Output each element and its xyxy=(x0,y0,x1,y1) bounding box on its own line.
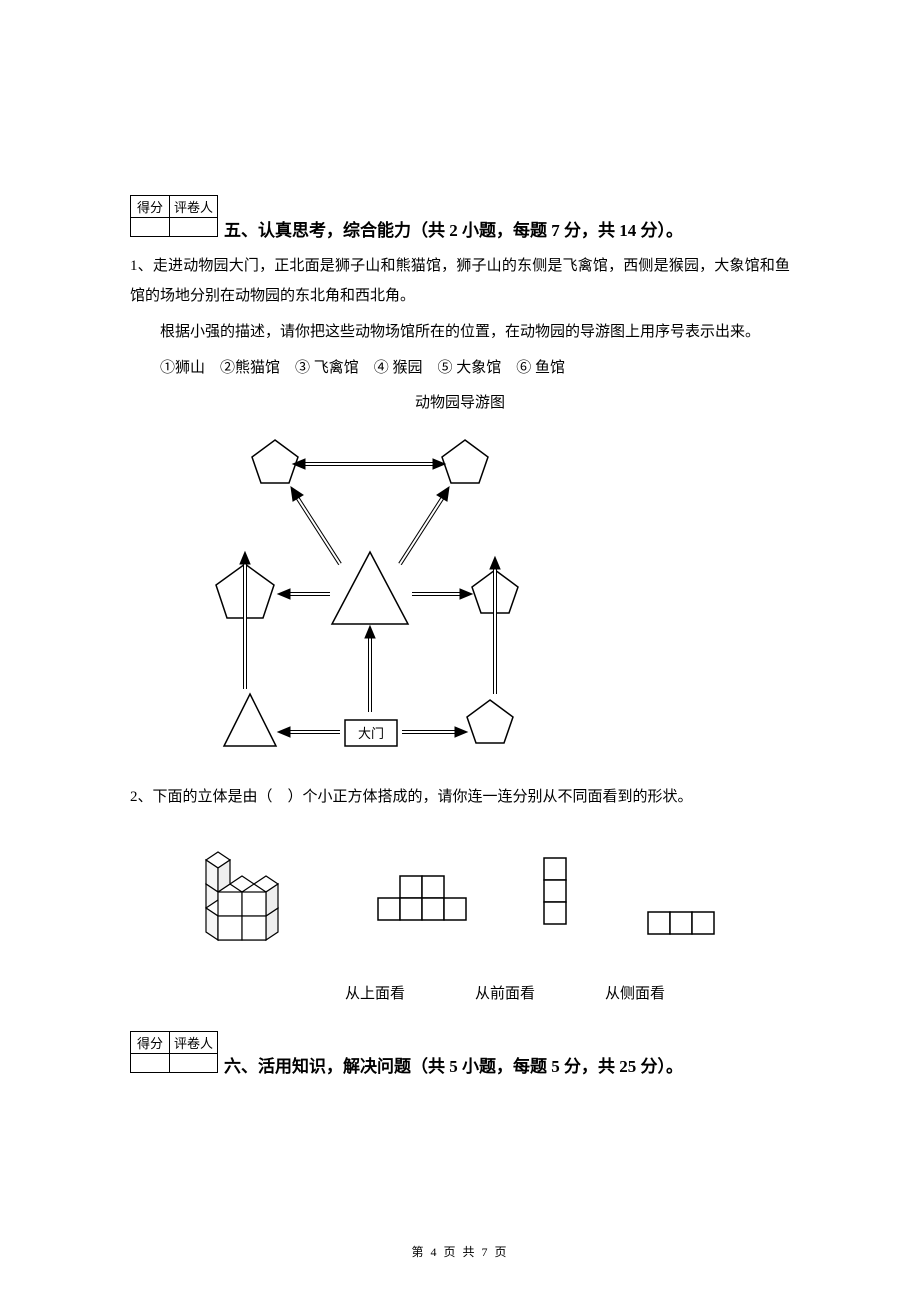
pentagon-se-icon xyxy=(467,700,513,743)
q2-text: 2、下面的立体是由（ ）个小正方体搭成的，请你连一连分别从不同面看到的形状。 xyxy=(130,782,790,812)
q1-options: ①狮山 ②熊猫馆 ③ 飞禽馆 ④ 猴园 ⑤ 大象馆 ⑥ 鱼馆 xyxy=(130,353,790,383)
score-col2: 评卷人 xyxy=(170,196,218,218)
view-labels-row: 从上面看 从前面看 从侧面看 xyxy=(310,982,700,1003)
section5-title: 五、认真思考，综合能力（共 2 小题，每题 7 分，共 14 分）。 xyxy=(224,216,683,241)
score-table: 得分 评卷人 xyxy=(130,195,218,237)
view-shape-2-icon xyxy=(530,852,580,942)
label-side-view: 从侧面看 xyxy=(605,982,665,1003)
cube-3d-icon xyxy=(190,842,310,942)
score-blank2b xyxy=(170,1054,218,1073)
q1-line2: 根据小强的描述，请你把这些动物场馆所在的位置，在动物园的导游图上用序号表示出来。 xyxy=(130,317,790,347)
score-blank1b xyxy=(131,1054,170,1073)
label-front-view: 从前面看 xyxy=(475,982,535,1003)
view-shape-3-icon xyxy=(640,902,730,942)
label-top-view: 从上面看 xyxy=(345,982,405,1003)
zoo-map-svg: 大门 xyxy=(190,424,550,764)
q2-figures-row xyxy=(160,832,760,942)
score-table-2: 得分 评卷人 xyxy=(130,1031,218,1073)
score-col1: 得分 xyxy=(131,196,170,218)
zoo-map-diagram: 大门 xyxy=(190,424,550,764)
pentagon-nw-icon xyxy=(252,440,298,483)
section6-header: 得分 评卷人 六、活用知识，解决问题（共 5 小题，每题 5 分，共 25 分）… xyxy=(130,1031,790,1077)
q1-line1: 1、走进动物园大门，正北面是狮子山和熊猫馆，狮子山的东侧是飞禽馆，西侧是猴园，大… xyxy=(130,251,790,311)
score-blank1 xyxy=(131,218,170,237)
view-shape-1-icon xyxy=(370,862,470,942)
score-col2b: 评卷人 xyxy=(170,1032,218,1054)
page-footer: 第 4 页 共 7 页 xyxy=(0,1243,920,1260)
gate-label: 大门 xyxy=(358,726,384,741)
triangle-sw-icon xyxy=(224,694,276,746)
page: 得分 评卷人 五、认真思考，综合能力（共 2 小题，每题 7 分，共 14 分）… xyxy=(0,0,920,1302)
center-triangle-icon xyxy=(332,552,408,624)
score-col1b: 得分 xyxy=(131,1032,170,1054)
score-blank2 xyxy=(170,218,218,237)
pentagon-ne-icon xyxy=(442,440,488,483)
section6-title: 六、活用知识，解决问题（共 5 小题，每题 5 分，共 25 分）。 xyxy=(224,1052,683,1077)
section5-header: 得分 评卷人 五、认真思考，综合能力（共 2 小题，每题 7 分，共 14 分）… xyxy=(130,195,790,241)
diagram-title: 动物园导游图 xyxy=(130,391,790,412)
